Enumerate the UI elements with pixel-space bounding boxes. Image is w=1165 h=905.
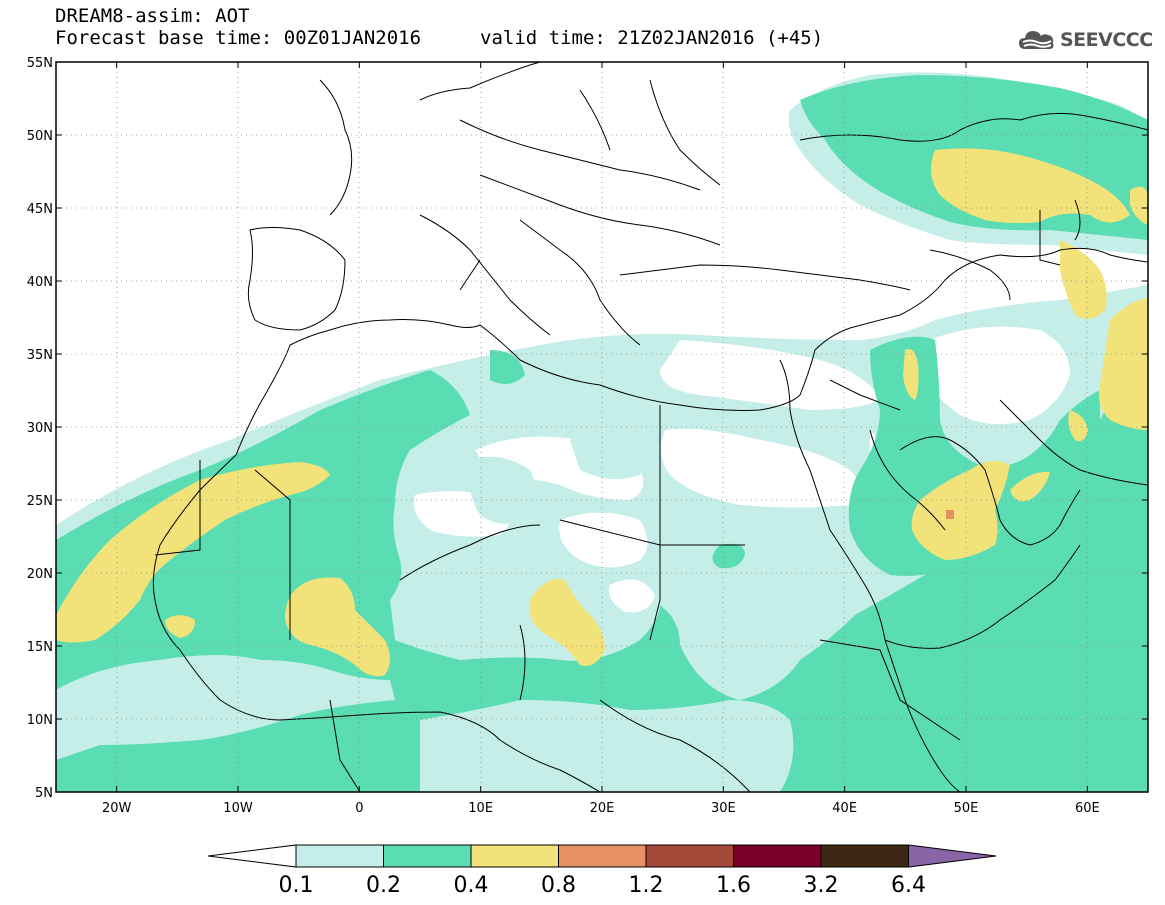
aot-band-0.4-0.8 (56, 148, 1148, 677)
colorbar-high-arrow (908, 844, 997, 868)
colorbar-label: 0.8 (541, 873, 576, 898)
lon-tick-label: 60E (1075, 801, 1100, 816)
longitude-axis: 20W 10W 0 10E 20E 30E 40E 50E 60E (102, 62, 1100, 816)
colorbar-segment (558, 844, 647, 868)
lat-tick-label: 35N (27, 348, 53, 363)
latitude-axis: 55N 50N 45N 40N 35N 30N 25N 20N 15N 10N 5N (27, 56, 1148, 801)
coastlines (56, 62, 1148, 792)
colorbar-segment (733, 844, 822, 868)
colorbar-label: 1.6 (716, 873, 751, 898)
lat-tick-label: 10N (27, 713, 53, 728)
lat-tick-label: 40N (27, 275, 53, 290)
colorbar-label: 0.2 (366, 873, 401, 898)
lon-tick-label: 10W (223, 801, 253, 816)
valid-time: valid time: 21Z02JAN2016 (+45) (480, 27, 824, 49)
lat-tick-label: 50N (27, 129, 53, 144)
colorbar-segment (470, 844, 559, 868)
aot-colorbar: 0.1 0.2 0.4 0.8 1.2 1.6 3.2 6.4 (207, 844, 997, 898)
colorbar-segment (383, 844, 472, 868)
lon-tick-label: 20W (102, 801, 132, 816)
logo-text: SEEVCCC (1060, 29, 1153, 51)
seevccc-logo: SEEVCCC (1018, 26, 1153, 54)
colorbar-label: 0.4 (454, 873, 489, 898)
lon-tick-label: 20E (590, 801, 615, 816)
map-title: DREAM8-assim: AOT (55, 5, 250, 27)
lat-tick-label: 15N (27, 640, 53, 655)
lon-tick-label: 0 (355, 801, 363, 816)
graticule (56, 62, 1148, 792)
aot-band-0.8-1.2-spot (946, 510, 954, 519)
lon-tick-label: 30E (711, 801, 736, 816)
colorbar-label: 3.2 (804, 873, 839, 898)
forecast-base-time: Forecast base time: 00Z01JAN2016 (55, 27, 422, 49)
lon-tick-label: 10E (468, 801, 493, 816)
aot-band-0.1-0.2-inner (56, 426, 794, 792)
lat-tick-label: 55N (27, 56, 53, 71)
colorbar-segment (295, 844, 384, 868)
lat-tick-label: 20N (27, 567, 53, 582)
colorbar-label: 0.1 (279, 873, 314, 898)
lat-tick-label: 25N (27, 494, 53, 509)
lat-tick-label: 45N (27, 202, 53, 217)
colorbar-label: 6.4 (891, 873, 926, 898)
colorbar-segment (820, 844, 909, 868)
lon-tick-label: 50E (954, 801, 979, 816)
lon-tick-label: 40E (832, 801, 857, 816)
colorbar-segment (645, 844, 734, 868)
colorbar-low-arrow (207, 844, 297, 868)
cloud-icon (1019, 31, 1054, 49)
aot-shading (56, 62, 1148, 792)
colorbar-label: 1.2 (629, 873, 664, 898)
lat-tick-label: 30N (27, 421, 53, 436)
lat-tick-label: 5N (35, 786, 53, 801)
